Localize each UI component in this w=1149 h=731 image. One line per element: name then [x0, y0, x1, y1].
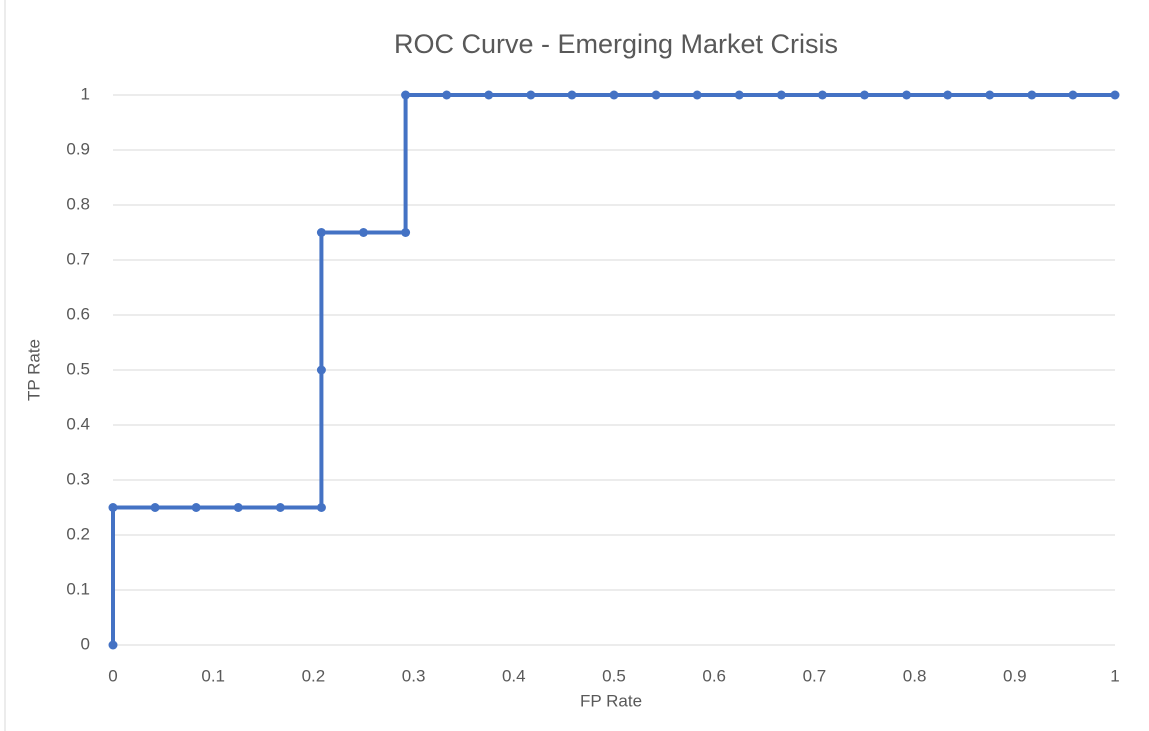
y-axis-title: TP Rate — [24, 339, 43, 401]
x-tick-label: 0.4 — [502, 666, 526, 685]
data-point — [985, 90, 995, 100]
data-point — [776, 90, 786, 100]
data-point — [108, 640, 118, 650]
data-point — [1110, 90, 1120, 100]
x-tick-label: 0.3 — [402, 666, 426, 685]
data-point — [734, 90, 744, 100]
data-point — [316, 228, 326, 237]
data-point — [401, 228, 411, 237]
y-tick-label: 0.9 — [66, 139, 90, 158]
data-point — [442, 90, 452, 100]
data-point — [191, 503, 201, 512]
x-tick-label: 0.2 — [302, 666, 326, 685]
y-tick-label: 0.5 — [66, 359, 90, 378]
data-point — [526, 90, 536, 100]
x-tick-label: 0.7 — [803, 666, 827, 685]
data-point — [1027, 90, 1037, 100]
y-tick-label: 1 — [81, 84, 90, 103]
y-tick-label: 0.7 — [66, 249, 90, 268]
data-point — [609, 90, 619, 100]
data-point — [108, 503, 118, 512]
x-tick-label: 0.1 — [201, 666, 225, 685]
y-tick-label: 0.1 — [66, 579, 90, 598]
data-point — [860, 90, 869, 100]
data-point — [233, 503, 243, 512]
data-point — [902, 90, 912, 100]
x-tick-label: 0.8 — [903, 666, 927, 685]
data-point — [651, 90, 661, 100]
data-point — [316, 503, 326, 512]
x-axis-title: FP Rate — [580, 691, 642, 710]
y-tick-label: 0.2 — [66, 524, 90, 543]
data-point — [316, 365, 326, 375]
y-tick-label: 0.8 — [66, 194, 90, 213]
y-tick-label: 0 — [81, 634, 90, 653]
data-point — [817, 90, 827, 100]
x-tick-label: 0 — [108, 666, 117, 685]
data-point — [401, 90, 411, 100]
data-point — [484, 90, 494, 100]
x-tick-label: 0.5 — [602, 666, 626, 685]
y-tick-label: 0.6 — [66, 304, 90, 323]
data-point — [943, 90, 953, 100]
chart-title: ROC Curve - Emerging Market Crisis — [394, 29, 838, 59]
x-tick-label: 0.6 — [702, 666, 726, 685]
x-tick-label: 0.9 — [1003, 666, 1027, 685]
data-point — [692, 90, 702, 100]
data-point — [359, 228, 368, 237]
chart-border — [4, 0, 6, 731]
data-point — [567, 90, 577, 100]
y-tick-label: 0.4 — [66, 414, 90, 433]
data-point — [1068, 90, 1078, 100]
data-point — [150, 503, 160, 512]
data-point — [275, 503, 285, 512]
y-tick-label: 0.3 — [66, 469, 90, 488]
x-tick-label: 1 — [1110, 666, 1119, 685]
